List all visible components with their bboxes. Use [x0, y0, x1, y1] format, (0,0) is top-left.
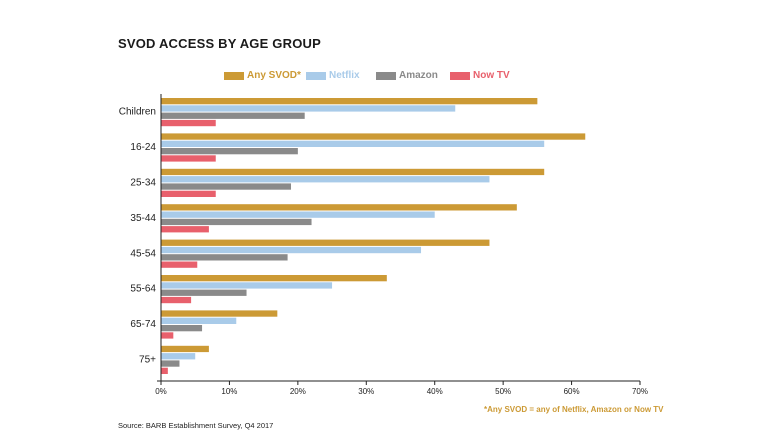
legend-label-netflix: Netflix — [329, 70, 360, 81]
bar-any-svod-55-64 — [161, 275, 387, 282]
x-tick-label-3: 30% — [358, 387, 374, 396]
category-label-children: Children — [119, 107, 156, 118]
bar-now-tv-children — [161, 119, 216, 127]
chart-source: Source: BARB Establishment Survey, Q4 20… — [118, 421, 274, 430]
legend-swatch-amazon — [376, 71, 396, 80]
bar-any-svod-25-34 — [161, 168, 545, 176]
category-label-35-44: 35-44 — [130, 213, 156, 224]
x-tick-label-5: 50% — [495, 387, 511, 396]
bar-now-tv-25-34 — [161, 190, 216, 197]
bar-netflix-35-44 — [161, 211, 435, 218]
legend-item-amazon: Amazon — [376, 70, 438, 81]
bar-any-svod-children — [161, 98, 538, 105]
bar-any-svod-75 — [161, 345, 209, 353]
bar-netflix-16-24 — [161, 140, 545, 147]
legend-label-amazon: Amazon — [399, 70, 438, 81]
bar-amazon-25-34 — [161, 183, 292, 190]
bar-netflix-45-54 — [161, 246, 422, 254]
category-label-45-54: 45-54 — [130, 248, 156, 259]
legend-swatch-netflix — [306, 71, 326, 80]
bar-any-svod-65-74 — [161, 310, 278, 317]
legend-swatch-any-svod — [224, 71, 244, 80]
x-tick-label-6: 60% — [564, 387, 580, 396]
legend-item-netflix: Netflix — [306, 70, 360, 81]
x-tick-label-2: 20% — [290, 387, 306, 396]
chart-title: SVOD ACCESS BY AGE GROUP — [118, 36, 321, 51]
bar-now-tv-55-64 — [161, 296, 192, 304]
chart-footnote: *Any SVOD = any of Netflix, Amazon or No… — [484, 405, 664, 414]
x-tick-label-7: 70% — [632, 387, 648, 396]
legend-item-now-tv: Now TV — [450, 70, 510, 81]
bar-netflix-25-34 — [161, 176, 490, 183]
bar-netflix-children — [161, 105, 456, 112]
category-label-16-24: 16-24 — [130, 142, 156, 153]
category-label-55-64: 55-64 — [130, 284, 156, 295]
bar-amazon-65-74 — [161, 325, 203, 332]
bar-amazon-35-44 — [161, 218, 312, 226]
x-tick-label-4: 40% — [427, 387, 443, 396]
bar-netflix-75 — [161, 353, 196, 360]
bar-now-tv-16-24 — [161, 155, 216, 162]
bar-amazon-16-24 — [161, 148, 298, 155]
bar-any-svod-16-24 — [161, 133, 586, 140]
bar-now-tv-35-44 — [161, 226, 209, 233]
bar-netflix-55-64 — [161, 282, 333, 289]
category-label-65-74: 65-74 — [130, 319, 156, 330]
bar-now-tv-65-74 — [161, 332, 174, 339]
bar-amazon-75 — [161, 360, 180, 367]
category-label-75: 75+ — [139, 355, 156, 366]
legend-label-any-svod: Any SVOD* — [247, 70, 301, 81]
legend-label-now-tv: Now TV — [473, 70, 510, 81]
legend-swatch-now-tv — [450, 71, 470, 80]
bar-now-tv-45-54 — [161, 261, 198, 268]
bar-any-svod-35-44 — [161, 204, 517, 211]
x-tick-label-1: 10% — [221, 387, 237, 396]
bar-any-svod-45-54 — [161, 239, 490, 246]
legend-item-any-svod: Any SVOD* — [224, 70, 301, 81]
bar-now-tv-75 — [161, 367, 168, 374]
category-label-25-34: 25-34 — [130, 178, 156, 189]
x-tick-label-0: 0% — [155, 387, 167, 396]
bar-netflix-65-74 — [161, 317, 237, 324]
bar-amazon-children — [161, 112, 305, 119]
bar-amazon-45-54 — [161, 254, 288, 261]
bar-amazon-55-64 — [161, 289, 247, 296]
